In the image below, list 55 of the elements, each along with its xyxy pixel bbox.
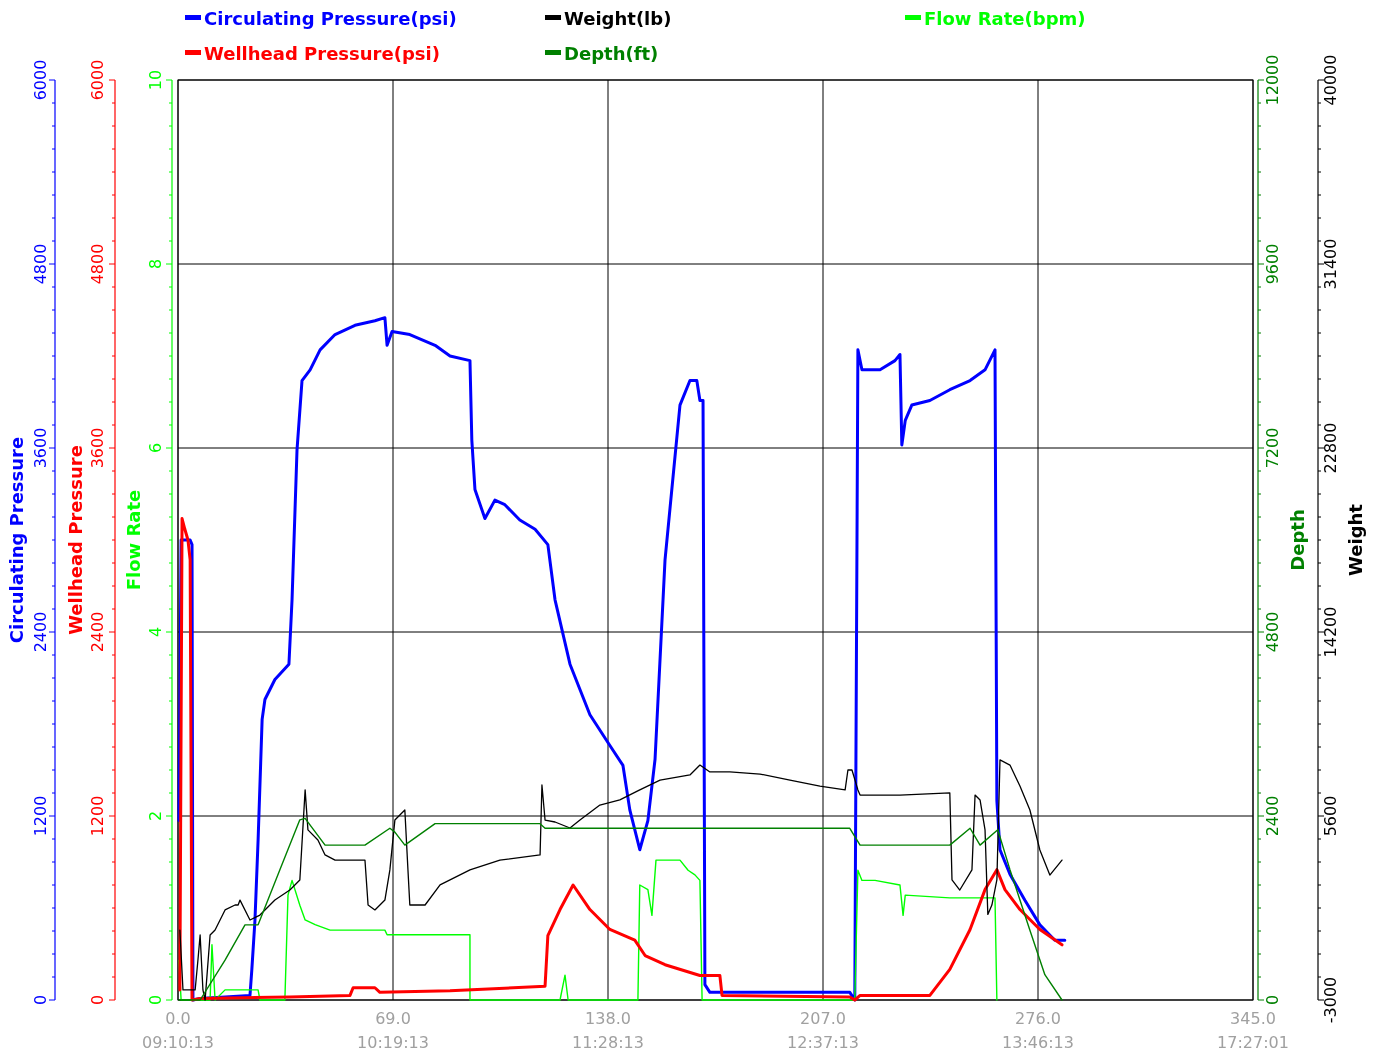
x-tick-label: 138.0: [585, 1009, 631, 1028]
text: 12:37:13: [787, 1033, 859, 1052]
legend-label: Wellhead Pressure(psi): [204, 42, 440, 64]
y-tick-label: 8: [145, 258, 165, 270]
y-tick-label: 2400: [1262, 795, 1282, 837]
y-tick-label: 0: [1262, 994, 1282, 1006]
y2-tick-label: 3600: [87, 427, 107, 469]
y3-tick-label: 6000: [30, 59, 50, 101]
y-tick-label: 7200: [1262, 427, 1282, 469]
y2-axis-title: Circulating Pressure: [5, 436, 27, 644]
x-tick-label: 0.0: [165, 1009, 191, 1028]
x-tick-label: 345.0: [1230, 1009, 1276, 1028]
y2-tick-label: 2400: [87, 611, 107, 653]
text: 10:19:13: [357, 1033, 429, 1052]
line-series: [178, 859, 998, 1001]
x-tick-label: 276.0: [1015, 1009, 1061, 1028]
y-tick-label: 0: [145, 994, 165, 1006]
y2-tick-label: 6000: [87, 59, 107, 101]
text: 13:46:13: [1002, 1033, 1074, 1052]
y2-tick-label: 5600: [1320, 795, 1340, 837]
y3-tick-label: 1200: [30, 795, 50, 837]
y2-tick-label: 14200: [1320, 606, 1340, 658]
y-tick-label: 4: [145, 626, 165, 638]
y2-tick-label: 40000: [1320, 54, 1340, 106]
line-series: [178, 517, 1064, 1002]
text: 17:27:01: [1217, 1033, 1289, 1052]
y2-axis-title: Weight: [1344, 503, 1366, 576]
y2-tick-label: 22800: [1320, 422, 1340, 474]
y2-tick-label: 0: [87, 994, 107, 1006]
legend-label: Weight(lb): [564, 7, 672, 29]
legend-label: Depth(ft): [564, 42, 659, 64]
y-tick-label: 12000: [1262, 54, 1282, 106]
y3-tick-label: 2400: [30, 611, 50, 653]
y-tick-label: 6: [145, 442, 165, 454]
y3-tick-label: 4800: [30, 243, 50, 285]
legend-label: Flow Rate(bpm): [924, 7, 1086, 29]
text: 09:10:13: [142, 1033, 214, 1052]
y-tick-label: 2: [145, 810, 165, 822]
y2-tick-label: -3000: [1320, 976, 1340, 1024]
y-tick-label: 4800: [1262, 611, 1282, 653]
x-tick-label: 69.0: [375, 1009, 411, 1028]
text: 11:28:13: [572, 1033, 644, 1052]
y2-tick-label: 1200: [87, 795, 107, 837]
y-axis-title: Flow Rate: [122, 489, 144, 591]
legend-label: Circulating Pressure(psi): [204, 7, 457, 29]
y-tick-label: 10: [145, 69, 165, 91]
y3-axis-title: Wellhead Pressure: [64, 445, 86, 635]
x-tick-label: 207.0: [800, 1009, 846, 1028]
y-tick-label: 9600: [1262, 243, 1282, 285]
y2-tick-label: 4800: [87, 243, 107, 285]
y2-tick-label: 31400: [1320, 238, 1340, 290]
line-series: [178, 817, 1063, 1001]
y-axis-title: Depth: [1286, 509, 1308, 571]
y3-tick-label: 0: [30, 994, 50, 1006]
y3-tick-label: 3600: [30, 427, 50, 469]
